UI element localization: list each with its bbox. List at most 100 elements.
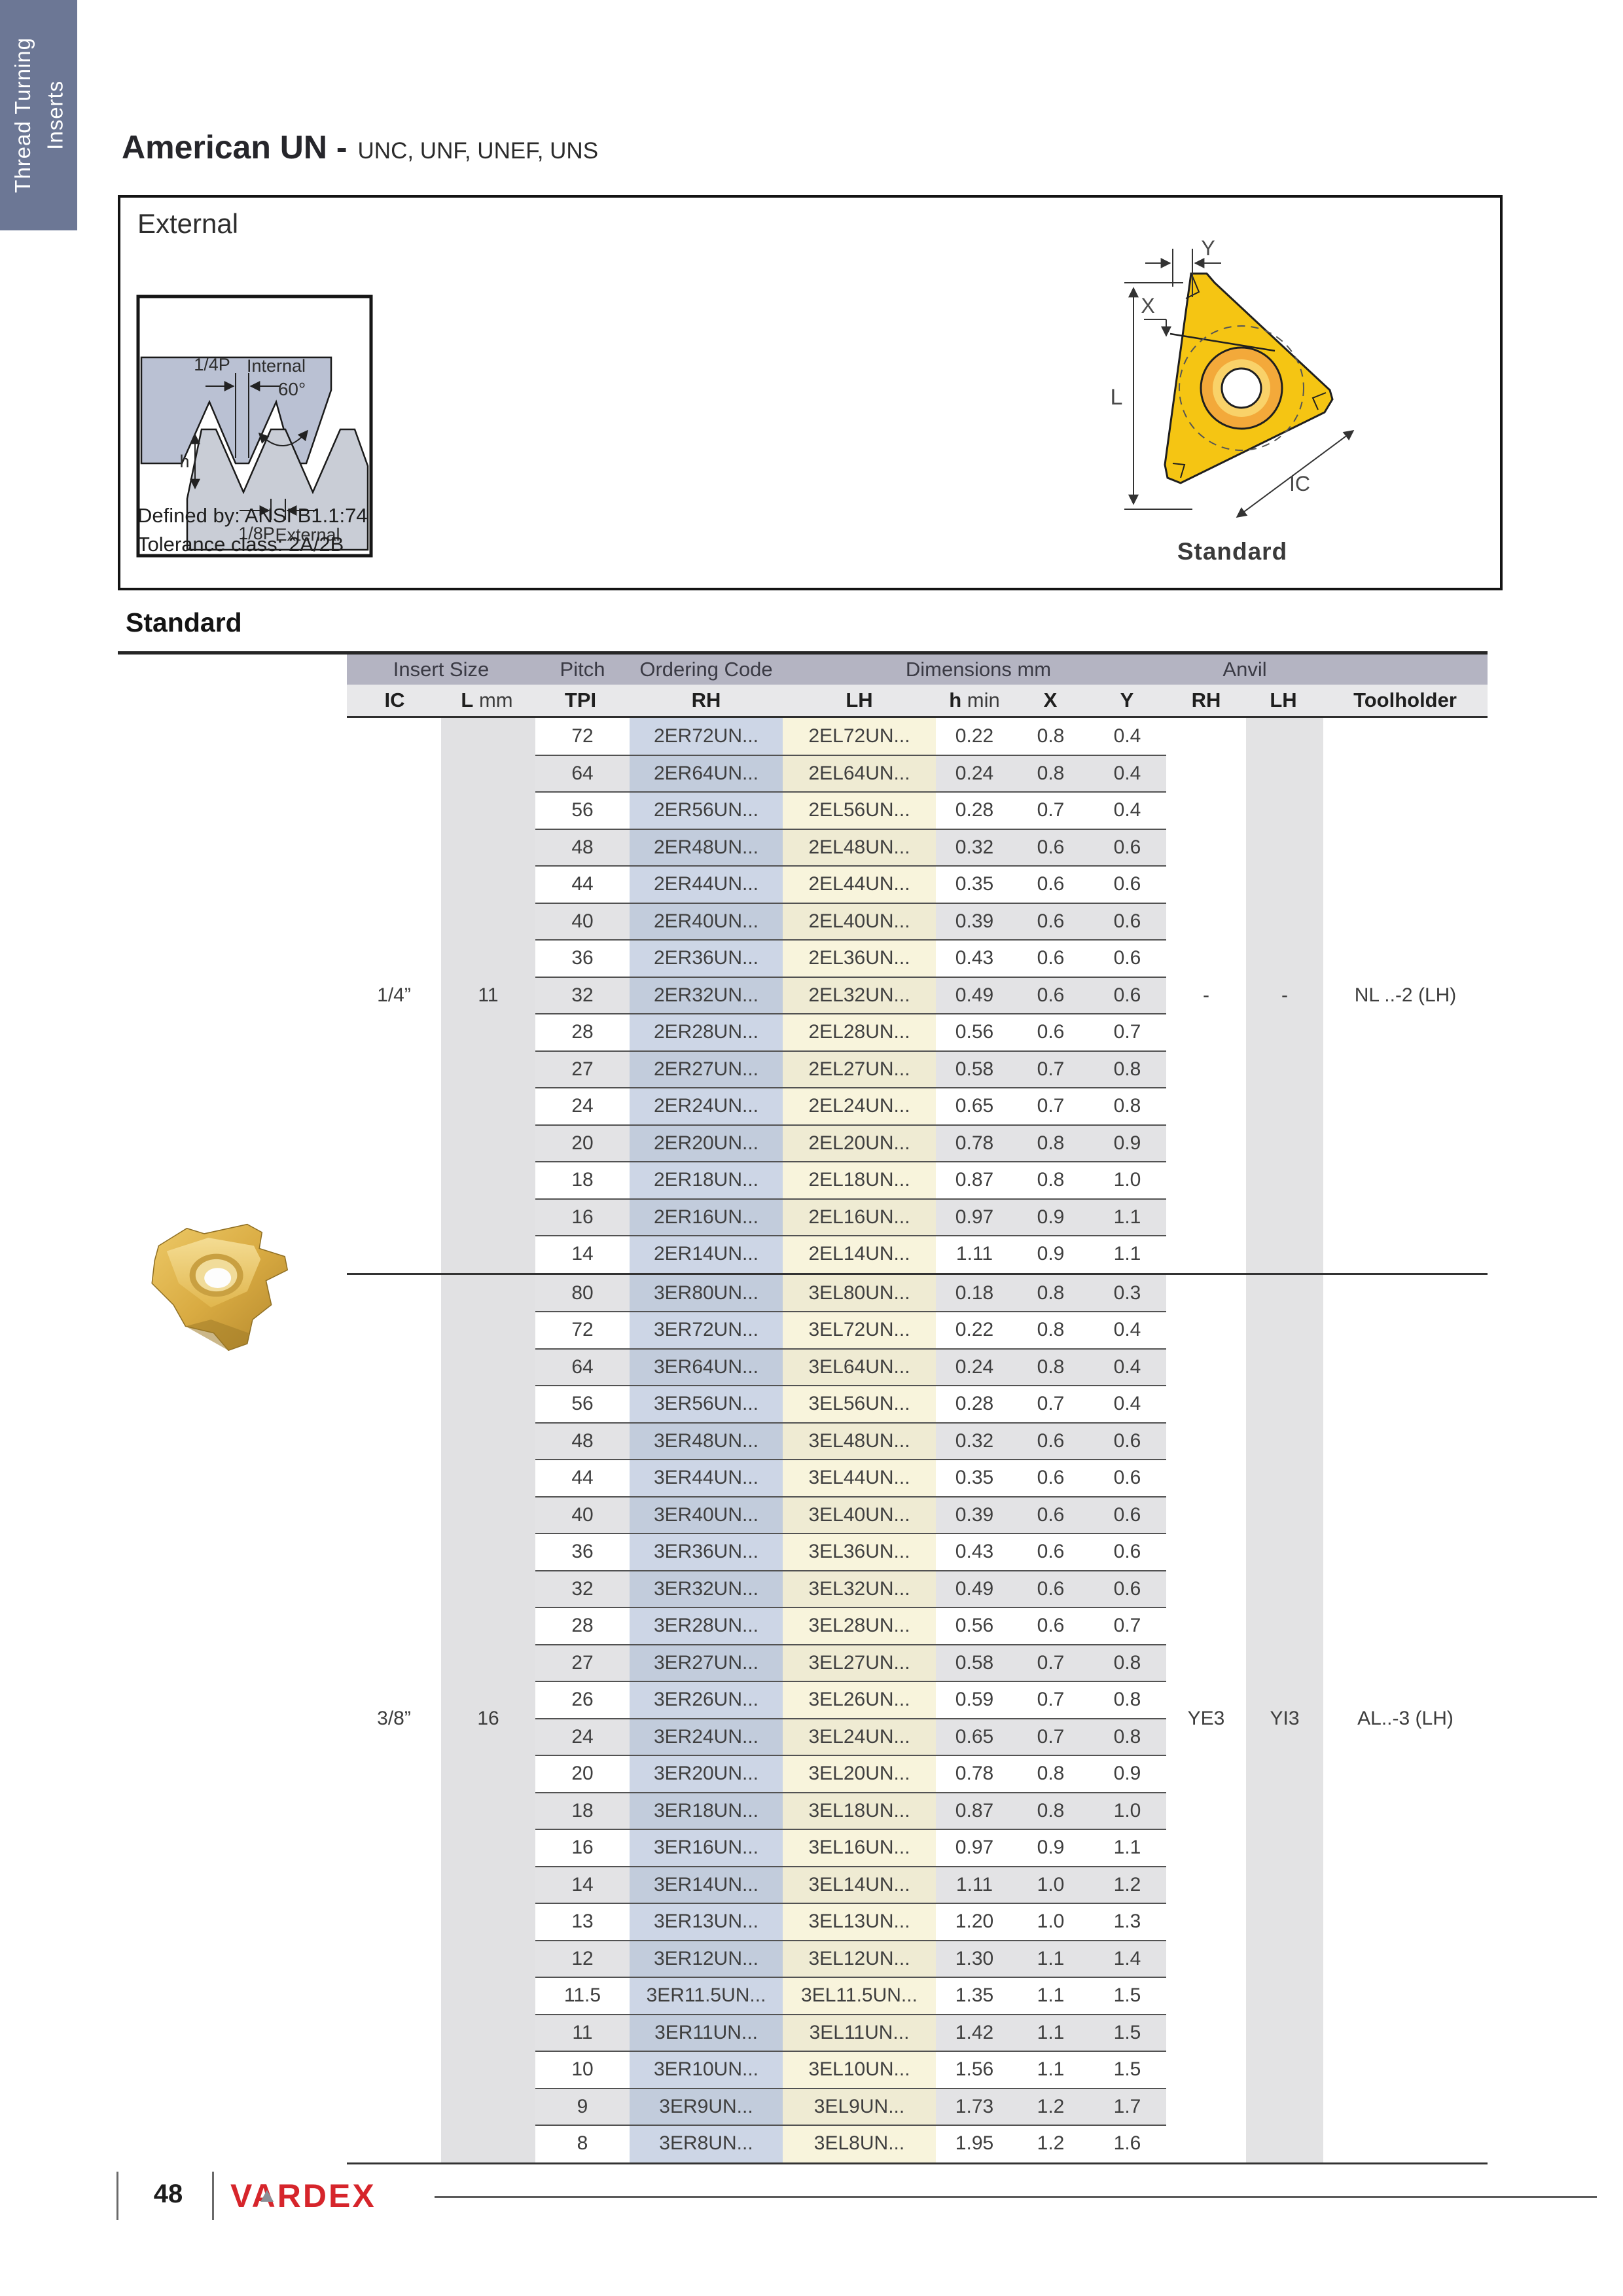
alh-cell — [1246, 940, 1323, 977]
l-cell — [441, 1940, 535, 1977]
rh-cell: 3ER13UN... — [630, 1903, 783, 1941]
ic-cell — [347, 1940, 441, 1977]
arh-cell — [1166, 792, 1246, 829]
insert-size-ic-value: 1/4” — [377, 984, 411, 1006]
tpi-cell: 36 — [535, 940, 630, 977]
lh-cell: 3EL10UN... — [783, 2051, 936, 2089]
x-cell: 0.8 — [1013, 718, 1088, 755]
alh-cell — [1246, 2088, 1323, 2125]
table-row: 13 3ER13UN... 3EL13UN... 1.20 1.0 1.3 — [347, 1903, 1488, 1941]
l-cell — [441, 1792, 535, 1829]
tool-cell — [1323, 792, 1488, 829]
arh-cell — [1166, 1422, 1246, 1460]
arh-cell — [1166, 2051, 1246, 2089]
h-cell: 0.87 — [936, 1792, 1013, 1829]
lh-cell: 3EL18UN... — [783, 1792, 936, 1829]
ic-cell — [347, 2088, 441, 2125]
col-header-anvil-lh: LH — [1270, 689, 1297, 711]
y-cell: 0.7 — [1088, 1607, 1166, 1645]
h-cell: 0.65 — [936, 1088, 1013, 1125]
lh-cell: 2EL28UN... — [783, 1014, 936, 1051]
lh-cell: 2EL40UN... — [783, 903, 936, 940]
l-cell — [441, 2051, 535, 2089]
anvil-rh-value: - — [1203, 984, 1209, 1006]
ic-cell — [347, 1124, 441, 1162]
tpi-cell: 10 — [535, 2051, 630, 2089]
section-heading: Standard — [126, 607, 242, 637]
l-cell — [441, 1496, 535, 1534]
l-cell — [441, 2014, 535, 2051]
ic-cell — [347, 940, 441, 977]
lh-cell: 3EL80UN... — [783, 1274, 936, 1312]
col-header-ic: IC — [384, 689, 405, 711]
lh-cell: 3EL12UN... — [783, 1940, 936, 1977]
center-hole — [1221, 367, 1262, 409]
tool-cell — [1323, 940, 1488, 977]
l-cell — [441, 1681, 535, 1719]
arh-cell — [1166, 1496, 1246, 1534]
tool-cell — [1323, 1460, 1488, 1497]
tool-cell — [1323, 1014, 1488, 1051]
arh-cell — [1166, 977, 1246, 1014]
rh-cell: 2ER56UN... — [630, 792, 783, 829]
h-cell: 0.97 — [936, 1198, 1013, 1236]
group-header-anvil: Anvil — [1222, 658, 1267, 681]
rh-cell: 3ER24UN... — [630, 1718, 783, 1755]
arh-cell — [1166, 2014, 1246, 2051]
tpi-cell: 8 — [535, 2125, 630, 2162]
col-header-l: L mm — [461, 689, 513, 711]
l-cell — [441, 1534, 535, 1571]
tool-cell — [1323, 1312, 1488, 1349]
arh-cell — [1166, 1940, 1246, 1977]
alh-cell — [1246, 1755, 1323, 1793]
standard-table: Insert Size Pitch Ordering Code Dimensio… — [347, 655, 1488, 2164]
arh-cell — [1166, 1570, 1246, 1607]
x-cell: 0.7 — [1013, 1718, 1088, 1755]
lh-cell: 2EL14UN... — [783, 1236, 936, 1273]
y-cell: 1.6 — [1088, 2125, 1166, 2162]
alh-cell — [1246, 829, 1323, 866]
rh-cell: 2ER28UN... — [630, 1014, 783, 1051]
ic-cell — [347, 866, 441, 903]
col-header-lh: LH — [846, 689, 873, 711]
tpi-cell: 44 — [535, 866, 630, 903]
ic-cell — [347, 1977, 441, 2015]
x-cell: 0.7 — [1013, 1681, 1088, 1719]
table-row: 14 3ER14UN... 3EL14UN... 1.11 1.0 1.2 — [347, 1866, 1488, 1904]
lh-cell: 3EL16UN... — [783, 1829, 936, 1867]
arh-cell — [1166, 755, 1246, 792]
table-row: 24 3ER24UN... 3EL24UN... 0.65 0.7 0.8 — [347, 1718, 1488, 1756]
arh-cell — [1166, 1236, 1246, 1273]
rh-cell: 3ER16UN... — [630, 1829, 783, 1867]
table-row: 80 3ER80UN... 3EL80UN... 0.18 0.8 0.3 — [347, 1274, 1488, 1312]
lh-cell: 2EL36UN... — [783, 940, 936, 977]
rh-cell: 2ER36UN... — [630, 940, 783, 977]
alh-cell — [1246, 1386, 1323, 1423]
corner-notch-top — [1185, 276, 1200, 299]
ic-cell — [347, 1496, 441, 1534]
footer-rule — [435, 2196, 1597, 2198]
x-cell: 0.7 — [1013, 1088, 1088, 1125]
alh-cell — [1246, 1607, 1323, 1645]
l-cell — [441, 1050, 535, 1088]
y-cell: 0.7 — [1088, 1014, 1166, 1051]
tpi-cell: 56 — [535, 1386, 630, 1423]
rh-cell: 3ER44UN... — [630, 1460, 783, 1497]
tpi-cell: 14 — [535, 1236, 630, 1273]
x-cell: 1.0 — [1013, 1866, 1088, 1903]
lh-cell: 2EL18UN... — [783, 1162, 936, 1199]
h-cell: 0.87 — [936, 1162, 1013, 1199]
y-cell: 0.6 — [1088, 829, 1166, 866]
y-cell: 0.8 — [1088, 1088, 1166, 1125]
h-cell: 0.35 — [936, 1460, 1013, 1497]
insert-size-ic-value: 3/8” — [377, 1707, 411, 1729]
ic-cell — [347, 1162, 441, 1199]
tpi-cell: 28 — [535, 1014, 630, 1051]
table-row: 72 2ER72UN... 2EL72UN... 0.22 0.8 0.4 — [347, 718, 1488, 755]
sidebar-tab-line1: Thread Turning — [10, 37, 35, 193]
table-row: 26 3ER26UN... 3EL26UN... 0.59 0.7 0.8 — [347, 1681, 1488, 1719]
label-internal: Internal — [247, 356, 306, 376]
h-cell: 0.56 — [936, 1014, 1013, 1051]
h-cell: 0.58 — [936, 1644, 1013, 1681]
